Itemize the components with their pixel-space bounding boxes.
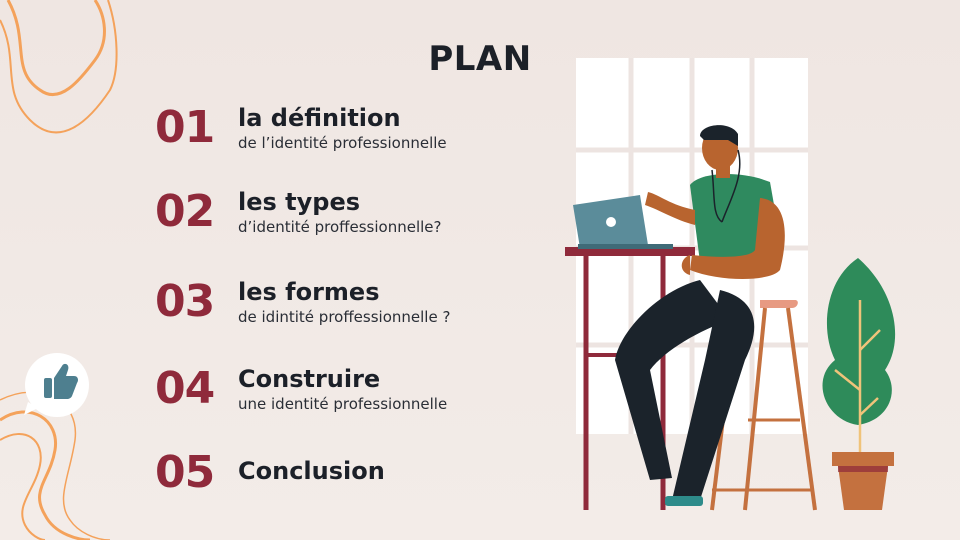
item-number: 02	[155, 186, 215, 237]
item-heading: la définition	[238, 104, 401, 132]
item-number: 01	[155, 102, 215, 153]
item-subtitle: une identité professionnelle	[238, 395, 448, 413]
item-subtitle: de idintité proffessionnelle ?	[238, 308, 451, 326]
item-heading: Conclusion	[238, 457, 385, 485]
item-number: 04	[155, 363, 215, 414]
item-subtitle: de l’identité professionnelle	[238, 134, 447, 152]
page-title: PLAN	[428, 38, 532, 79]
item-subtitle: d’identité proffessionnelle?	[238, 218, 442, 236]
item-number: 03	[155, 276, 215, 327]
item-heading: les formes	[238, 278, 380, 306]
item-heading: les types	[238, 188, 361, 216]
item-heading: Construire	[238, 365, 381, 393]
item-number: 05	[155, 447, 215, 498]
